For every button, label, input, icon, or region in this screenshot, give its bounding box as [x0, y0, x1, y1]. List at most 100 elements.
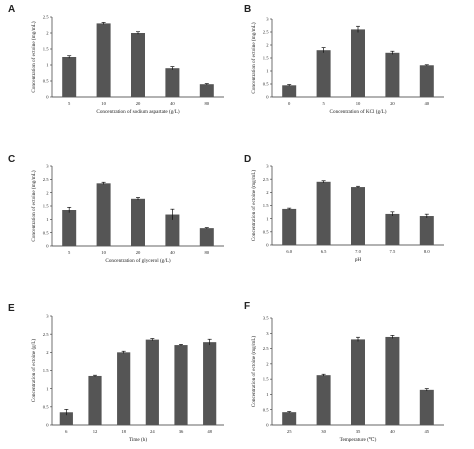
y-tick-label: 1 — [266, 69, 269, 74]
bar — [351, 339, 365, 425]
y-tick-label: 2.5 — [43, 15, 49, 20]
y-tick-label: 2.5 — [263, 30, 269, 35]
bar — [199, 228, 214, 246]
bar — [316, 50, 331, 97]
x-tick-label: 20 — [390, 101, 395, 106]
bar — [145, 339, 159, 425]
y-tick-label: 1.5 — [263, 203, 269, 208]
x-tick-label: 40 — [170, 250, 175, 255]
y-tick-label: 3 — [266, 17, 269, 22]
x-tick-label: 36 — [179, 429, 184, 434]
panel-letter: D — [244, 154, 251, 165]
bar — [316, 375, 331, 425]
y-tick-label: 0 — [46, 95, 49, 100]
y-tick-label: 3.5 — [263, 316, 269, 321]
x-tick-label: 24 — [150, 429, 155, 434]
bar — [385, 336, 400, 425]
x-tick-label: 10 — [101, 101, 106, 106]
y-tick-label: 3 — [46, 164, 49, 169]
y-tick-label: 0.5 — [43, 404, 49, 409]
y-axis-title: Concentration of ectoine (mg/mL) — [30, 21, 37, 93]
bar — [96, 183, 111, 246]
bar — [62, 210, 77, 246]
y-tick-label: 1 — [266, 392, 269, 397]
x-tick-label: 35 — [356, 429, 361, 434]
y-tick-label: 1 — [46, 386, 49, 391]
y-tick-label: 0 — [266, 95, 269, 100]
panel-letter: B — [244, 4, 251, 15]
y-tick-label: 0.5 — [263, 407, 269, 412]
x-tick-label: 7.0 — [355, 249, 361, 254]
bar — [165, 214, 180, 246]
y-tick-label: 2 — [46, 190, 49, 195]
x-tick-label: 80 — [205, 101, 210, 106]
x-tick-label: 10 — [356, 101, 361, 106]
x-axis-title: Concentration of sodium aspartate (g/L) — [96, 108, 180, 115]
x-axis-title: Concentration of glycerol (g/L) — [105, 257, 171, 264]
x-axis-title: Temperature (℃) — [340, 436, 377, 443]
y-axis-title: Concentration of ectoine (g/L) — [30, 339, 37, 403]
y-axis-title: Concentration of ectoine (mg/mL) — [250, 170, 257, 242]
bar — [131, 33, 145, 97]
bar — [59, 412, 73, 425]
x-tick-label: 5 — [68, 101, 71, 106]
x-axis-title: Time (h) — [129, 436, 147, 443]
x-tick-label: 48 — [207, 429, 212, 434]
y-tick-label: 2 — [266, 190, 269, 195]
x-tick-label: 8.0 — [424, 249, 430, 254]
bar — [419, 65, 434, 97]
y-tick-label: 0.5 — [263, 229, 269, 234]
y-tick-label: 0 — [266, 423, 269, 428]
y-tick-label: 2.5 — [263, 346, 269, 351]
bar — [351, 29, 365, 97]
x-tick-label: 18 — [121, 429, 126, 434]
y-tick-label: 3 — [266, 164, 269, 169]
y-tick-label: 0.5 — [263, 82, 269, 87]
y-tick-label: 1 — [46, 217, 49, 222]
panel-letter: E — [8, 303, 15, 314]
bar — [419, 389, 434, 425]
y-tick-label: 2 — [46, 350, 49, 355]
y-tick-label: 3 — [266, 331, 269, 336]
x-tick-label: 40 — [390, 429, 395, 434]
y-tick-label: 0 — [46, 423, 49, 428]
bar — [282, 85, 297, 97]
y-tick-label: 3 — [46, 314, 49, 319]
y-tick-label: 1 — [46, 63, 49, 68]
y-tick-label: 2 — [266, 361, 269, 366]
x-tick-label: 40 — [425, 101, 430, 106]
y-tick-label: 2 — [266, 43, 269, 48]
bar — [203, 342, 217, 425]
y-tick-label: 2.5 — [43, 177, 49, 182]
y-tick-label: 2.5 — [43, 332, 49, 337]
y-tick-label: 2 — [46, 31, 49, 36]
x-tick-label: 0 — [288, 101, 291, 106]
bar — [282, 208, 297, 245]
y-tick-label: 0.5 — [43, 230, 49, 235]
x-tick-label: 80 — [205, 250, 210, 255]
y-tick-label: 2.5 — [263, 177, 269, 182]
bar — [174, 345, 188, 425]
bar — [117, 352, 131, 425]
bar — [385, 52, 400, 97]
bar — [316, 181, 331, 245]
x-tick-label: 10 — [101, 250, 106, 255]
x-tick-label: 40 — [170, 101, 175, 106]
x-tick-label: 30 — [321, 429, 326, 434]
y-axis-title: Concentration of ectoine (mg/mL) — [250, 22, 257, 94]
bar — [282, 412, 297, 425]
y-tick-label: 1 — [266, 216, 269, 221]
bar — [199, 84, 214, 97]
y-tick-label: 0 — [46, 244, 49, 249]
bar — [96, 23, 111, 97]
bar — [351, 187, 365, 245]
bar — [131, 198, 145, 246]
x-tick-label: 6.5 — [321, 249, 327, 254]
panel-letter: F — [244, 301, 250, 312]
x-tick-label: 20 — [136, 250, 141, 255]
y-tick-label: 1.5 — [263, 56, 269, 61]
panel-d: D 0 0.5 1 1.5 2 2.5 3 6.0 6.5 7.0 7.5 8.0 pH Concentra… — [244, 154, 444, 263]
bar — [165, 68, 180, 97]
bar — [385, 213, 400, 245]
